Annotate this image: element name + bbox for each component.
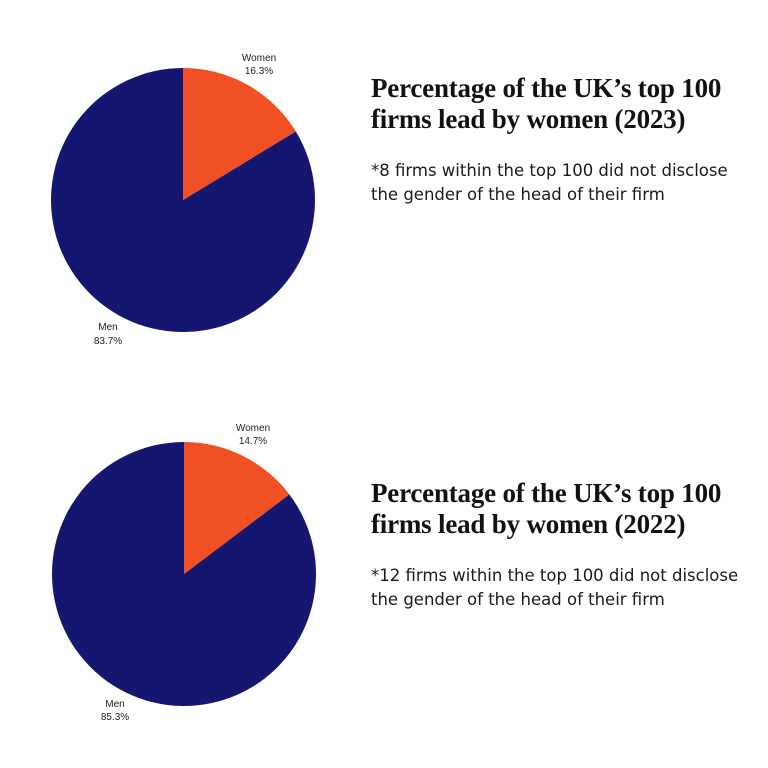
chart-footnote: *8 firms within the top 100 did not disc… xyxy=(371,161,728,204)
pie-slice-men xyxy=(51,68,315,333)
pie-chart-2022: Women 14.7% Men 85.3% xyxy=(51,423,316,723)
chart-title: Percentage of the UK’s top 100 firms lea… xyxy=(371,73,722,134)
chart-title: Percentage of the UK’s top 100 firms lea… xyxy=(371,478,722,539)
chart-footnote: *12 firms within the top 100 did not dis… xyxy=(371,566,739,609)
pie-chart-2023: Women 16.3% Men 83.7% xyxy=(51,53,315,347)
men-value-label: 83.7% xyxy=(94,336,122,347)
men-value-label: 85.3% xyxy=(101,712,129,723)
women-label: Women xyxy=(236,423,270,434)
pie-slice-women xyxy=(183,68,296,200)
women-label: Women xyxy=(242,53,276,64)
chart-text-2023: Percentage of the UK’s top 100 firms lea… xyxy=(371,73,741,207)
men-label: Men xyxy=(105,699,124,710)
women-value-label: 16.3% xyxy=(245,66,273,77)
chart-text-2022: Percentage of the UK’s top 100 firms lea… xyxy=(371,478,741,612)
chart-panel-2022: Women 14.7% Men 85.3% Percentage of the … xyxy=(0,384,768,768)
chart-panel-2023: Women 16.3% Men 83.7% Percentage of the … xyxy=(51,53,741,347)
men-label: Men xyxy=(98,322,117,333)
women-value-label: 14.7% xyxy=(239,436,267,447)
pie-slice-women xyxy=(184,442,290,574)
